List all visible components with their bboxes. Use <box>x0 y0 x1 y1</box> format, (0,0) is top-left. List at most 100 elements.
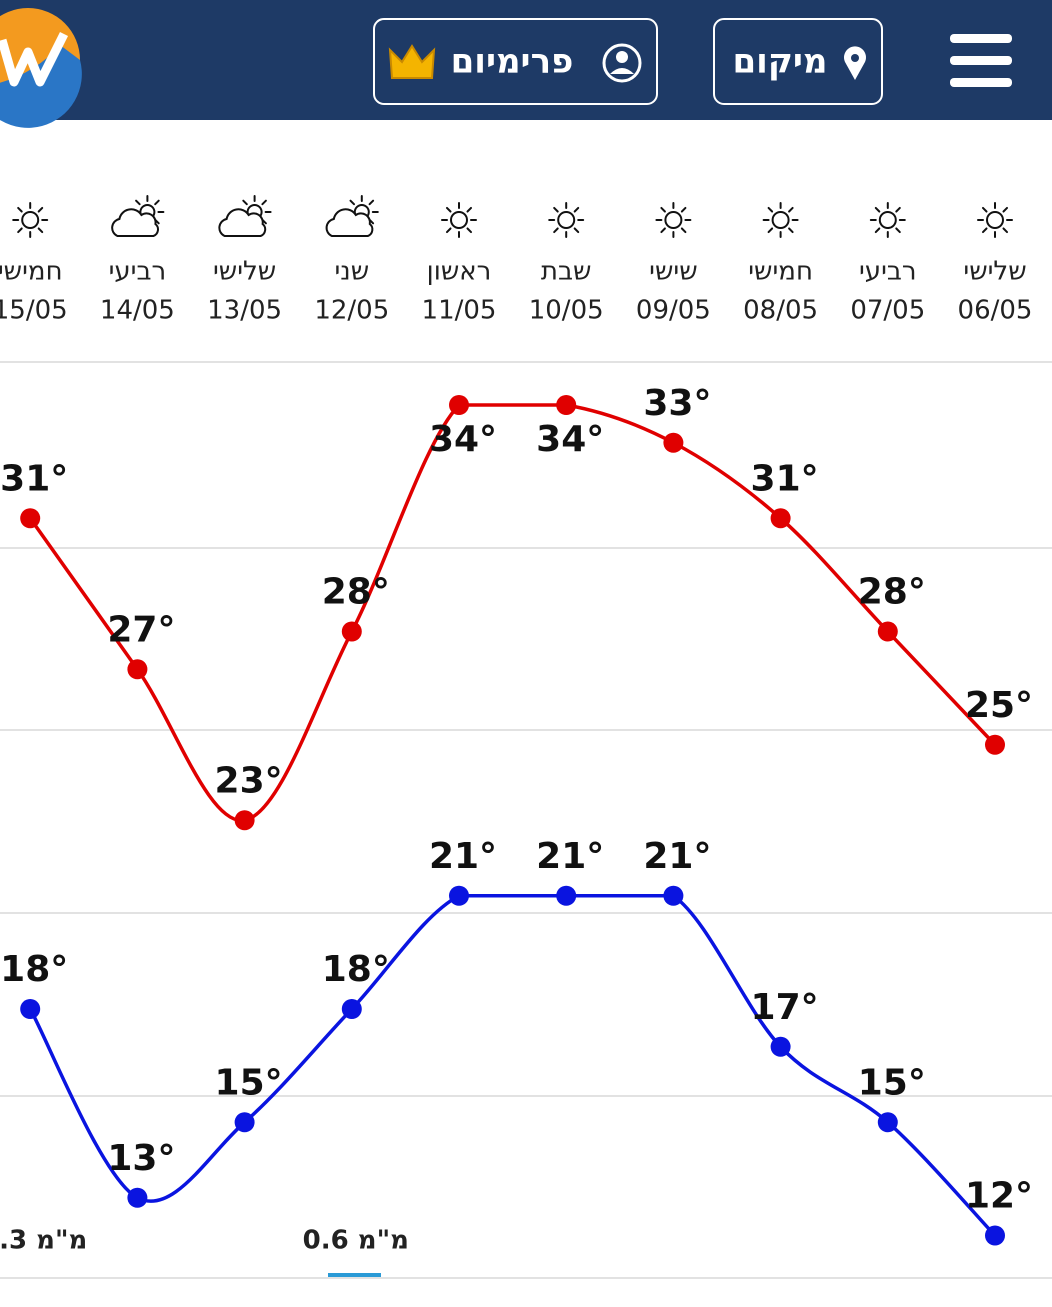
weather-icon <box>111 195 165 237</box>
sun-core <box>878 211 897 229</box>
low-temperature-point <box>20 999 41 1019</box>
day-date: 07/05 <box>850 296 925 326</box>
sun-ray <box>553 206 559 213</box>
sun-ray <box>874 206 881 213</box>
location-frame <box>713 18 883 105</box>
menu-line <box>950 56 1012 65</box>
sun-ray <box>135 199 141 206</box>
sun-ray <box>17 206 23 213</box>
high-temperature-point <box>877 621 898 642</box>
low-temperature-point <box>127 1187 148 1208</box>
premium-button[interactable]: פרימיום <box>373 18 658 105</box>
high-temperature-point <box>663 432 684 453</box>
precipitation-label: 0.3 מ"מ <box>0 1226 87 1256</box>
cloud <box>325 208 374 237</box>
sun-ray <box>1002 227 1009 234</box>
weather-icon <box>548 202 585 238</box>
day-name: שישי <box>649 257 697 287</box>
premium-frame <box>373 18 658 105</box>
low-temperature-point <box>985 1225 1005 1246</box>
high-temperature-point <box>770 508 791 529</box>
sun-ray <box>1002 206 1009 213</box>
pin-hole <box>851 54 859 62</box>
high-temperature-label: 28° <box>858 572 926 613</box>
sun-ray <box>981 227 988 234</box>
user-icon-body <box>610 68 634 74</box>
day-name: חמישי <box>0 257 63 287</box>
high-temperature-point <box>985 734 1005 755</box>
weather-icon <box>325 195 379 237</box>
sun-ray <box>767 227 774 234</box>
weather-icon <box>218 195 272 237</box>
high-temperature-point <box>341 621 362 642</box>
low-temperature-label: 13° <box>107 1138 175 1179</box>
cloud <box>111 208 159 237</box>
sun-ray <box>767 206 774 213</box>
sun-ray <box>680 206 687 213</box>
low-temperature-label: 15° <box>215 1062 283 1103</box>
day-date: 14/05 <box>100 296 175 326</box>
day-name: שבת <box>541 257 592 287</box>
low-temperature-label: 21° <box>643 836 711 877</box>
menu-line <box>950 78 1012 87</box>
logo[interactable] <box>0 8 82 128</box>
sun-ray <box>573 227 580 234</box>
high-temperature-label: 33° <box>643 383 711 424</box>
sun-ray <box>895 227 901 234</box>
low-temperature-point <box>449 885 469 906</box>
high-temperature-label: 27° <box>107 609 175 650</box>
sun-ray <box>466 227 473 234</box>
low-temperature-point <box>234 1112 255 1133</box>
location-label: מיקום <box>733 42 828 82</box>
high-temperature-label: 28° <box>322 572 390 613</box>
low-temperature-label: 12° <box>965 1176 1033 1217</box>
day-date: 15/05 <box>0 296 68 326</box>
low-temperature-point <box>663 885 684 906</box>
sun-core <box>986 211 1004 229</box>
day-name: שלישי <box>963 257 1026 287</box>
high-temperature-label: 34° <box>536 419 604 460</box>
sun-ray <box>660 227 666 234</box>
low-temperature-label: 21° <box>536 836 604 877</box>
sun-ray <box>981 206 988 213</box>
sun-ray <box>874 227 881 234</box>
low-temperature-label: 18° <box>322 949 390 990</box>
menu-line <box>950 34 1012 43</box>
day-date: 13/05 <box>207 296 282 326</box>
high-temperature-point <box>556 395 577 415</box>
sun-ray <box>154 199 160 206</box>
day-name: רביעי <box>859 257 917 287</box>
weather-icon <box>441 202 477 238</box>
sun-ray <box>788 206 794 213</box>
high-temperature-point <box>20 508 41 529</box>
location-button[interactable]: מיקום <box>713 18 883 105</box>
low-temperature-label: 18° <box>0 949 68 990</box>
weather-icon <box>762 202 799 238</box>
sun-ray <box>788 227 794 234</box>
premium-label: פרימיום <box>451 42 574 82</box>
high-temperature-label: 25° <box>965 685 1033 726</box>
sun-ray <box>466 206 473 213</box>
pin-icon <box>844 46 867 80</box>
day-date: 08/05 <box>743 296 818 326</box>
weather-icon <box>655 202 692 238</box>
sun-core <box>771 211 790 229</box>
high-temperature-label: 31° <box>751 458 819 499</box>
high-temperature-label: 31° <box>0 458 68 499</box>
sun-ray <box>37 227 44 234</box>
high-temperature-label: 34° <box>429 419 497 460</box>
cloud <box>218 208 267 237</box>
sun-ray <box>368 199 375 206</box>
low-temperature-point <box>341 999 362 1019</box>
day-name: שלישי <box>213 257 276 287</box>
menu-button[interactable] <box>950 34 1012 87</box>
sun-ray <box>445 227 452 234</box>
sun-ray <box>895 206 901 213</box>
day-date: 12/05 <box>314 296 389 326</box>
day-date: 06/05 <box>958 296 1033 326</box>
precipitation-label: 0.6 מ"מ <box>303 1226 409 1256</box>
weather-icon <box>12 202 49 238</box>
sun-ray <box>553 227 559 234</box>
weather-icon <box>869 202 906 238</box>
